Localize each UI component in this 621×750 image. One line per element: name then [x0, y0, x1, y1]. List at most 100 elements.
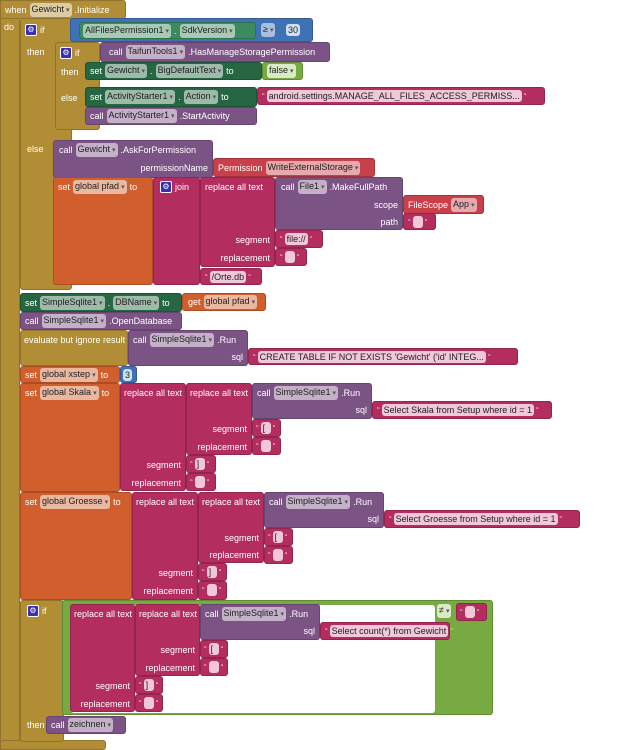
text-field[interactable]: [: [260, 422, 271, 434]
segment-text-block[interactable]: [: [200, 640, 228, 658]
path-text-block[interactable]: [403, 213, 436, 230]
text-field[interactable]: [194, 476, 205, 488]
segment-text-block[interactable]: ]: [186, 455, 216, 473]
text-field[interactable]: [206, 584, 217, 596]
gear-icon[interactable]: ⚙: [60, 47, 72, 59]
component-dropdown[interactable]: SimpleSqlite1: [221, 607, 287, 621]
property-dropdown[interactable]: BigDefaultText: [155, 64, 224, 78]
variable-dropdown[interactable]: global Groesse: [40, 495, 111, 509]
component-dropdown[interactable]: Gewicht: [105, 64, 148, 78]
number-block[interactable]: 3: [120, 366, 137, 383]
false-block[interactable]: false: [262, 62, 303, 80]
component-dropdown[interactable]: Gewicht: [29, 3, 72, 17]
text-field[interactable]: Select Skala from Setup where id = 1: [381, 404, 535, 416]
text-field[interactable]: [143, 697, 154, 709]
text-field[interactable]: file://: [284, 233, 308, 245]
permission-dropdown[interactable]: WriteExternalStorage: [265, 161, 361, 175]
replace-all-text-outer[interactable]: replace all text segment replacement: [70, 604, 135, 712]
sdk-version-getter[interactable]: AllFilesPermission1.SdkVersion: [79, 22, 256, 39]
file-scope-block[interactable]: FileScope App: [403, 195, 484, 214]
text-field[interactable]: [: [208, 643, 219, 655]
replace-all-text-inner[interactable]: replace all text segment replacement: [135, 604, 200, 676]
text-field[interactable]: Select Groesse from Setup where id = 1: [393, 513, 558, 525]
text-field[interactable]: /Orte.db: [209, 271, 247, 283]
skala-sql-text[interactable]: Select Skala from Setup where id = 1: [372, 401, 552, 419]
segment-text-block[interactable]: file://: [275, 230, 323, 248]
replace-all-text-block[interactable]: replace all text segment replacement: [200, 177, 275, 267]
property-dropdown[interactable]: SdkVersion: [179, 24, 235, 38]
procedure-dropdown[interactable]: zeichnen: [67, 718, 114, 732]
replacement-text-block[interactable]: [264, 546, 293, 564]
component-dropdown[interactable]: Gewicht: [75, 143, 118, 157]
gear-icon[interactable]: ⚙: [25, 24, 37, 36]
text-field[interactable]: [272, 549, 283, 561]
replacement-text-block[interactable]: [135, 694, 163, 712]
has-manage-storage-call[interactable]: callTaifunTools1.HasManageStoragePermiss…: [100, 42, 330, 62]
segment-text-block[interactable]: [: [252, 419, 281, 437]
replacement-text-block[interactable]: [200, 658, 228, 676]
replacement-text-block[interactable]: [252, 437, 281, 455]
segment-text-block[interactable]: [: [264, 528, 293, 546]
component-dropdown[interactable]: SimpleSqlite1: [285, 495, 351, 509]
replace-all-text-outer[interactable]: replace all text segment replacement: [120, 383, 186, 491]
text-field[interactable]: [260, 440, 271, 452]
scope-dropdown[interactable]: App: [451, 198, 477, 212]
number-field[interactable]: 30: [286, 24, 301, 36]
component-dropdown[interactable]: SimpleSqlite1: [149, 333, 215, 347]
property-dropdown[interactable]: Action: [183, 90, 219, 104]
join-block[interactable]: ⚙ join: [153, 177, 200, 285]
component-dropdown[interactable]: SimpleSqlite1: [40, 296, 105, 310]
number-field[interactable]: 3: [123, 369, 133, 381]
text-field[interactable]: [208, 661, 219, 673]
gear-icon[interactable]: ⚙: [160, 181, 172, 193]
variable-dropdown[interactable]: global xstep: [40, 368, 98, 382]
permission-block[interactable]: Permission WriteExternalStorage: [213, 158, 375, 177]
create-table-sql-text[interactable]: CREATE TABLE IF NOT EXISTS 'Gewicht' ('i…: [248, 348, 518, 365]
event-block[interactable]: [0, 0, 20, 750]
text-field[interactable]: [412, 216, 423, 228]
text-field[interactable]: CREATE TABLE IF NOT EXISTS 'Gewicht' ('i…: [257, 351, 486, 363]
replacement-text-block[interactable]: [275, 248, 307, 266]
orte-db-text-block[interactable]: /Orte.db: [200, 268, 262, 285]
groesse-sql-text[interactable]: Select Groesse from Setup where id = 1: [384, 510, 580, 528]
component-dropdown[interactable]: AllFilesPermission1: [83, 24, 172, 38]
replace-all-text-inner[interactable]: replace all text segment replacement: [198, 492, 264, 563]
replacement-text-block[interactable]: [198, 581, 227, 600]
segment-text-block[interactable]: ]: [198, 563, 227, 581]
text-field[interactable]: ]: [206, 566, 217, 578]
variable-dropdown[interactable]: global pfad: [73, 180, 127, 194]
component-dropdown[interactable]: ActivityStarter1: [106, 109, 177, 123]
call-zeichnen[interactable]: call zeichnen: [46, 716, 126, 734]
segment-text-block[interactable]: ]: [135, 676, 163, 694]
text-field[interactable]: [: [272, 531, 283, 543]
count-sql-text[interactable]: Select count(*) from Gewicht: [320, 622, 450, 640]
component-dropdown[interactable]: File1: [297, 180, 327, 194]
text-field[interactable]: Select count(*) from Gewicht: [329, 625, 449, 637]
action-text-block[interactable]: android.settings.MANAGE_ALL_FILES_ACCESS…: [257, 87, 545, 105]
text-field[interactable]: [284, 251, 295, 263]
get-global-pfad[interactable]: get global pfad: [182, 293, 266, 311]
operator-dropdown[interactable]: ≠: [437, 604, 452, 618]
replacement-text-block[interactable]: [186, 473, 216, 491]
text-field[interactable]: android.settings.MANAGE_ALL_FILES_ACCESS…: [266, 90, 522, 102]
text-field[interactable]: [464, 606, 475, 618]
compare-text-block[interactable]: [456, 603, 487, 621]
operator-dropdown[interactable]: ≥: [261, 23, 276, 37]
component-dropdown[interactable]: SimpleSqlite1: [41, 314, 107, 328]
compare-block[interactable]: AllFilesPermission1.SdkVersion ≥ 30: [70, 18, 313, 42]
boolean-dropdown[interactable]: false: [267, 64, 296, 78]
text-field[interactable]: ]: [143, 679, 154, 691]
